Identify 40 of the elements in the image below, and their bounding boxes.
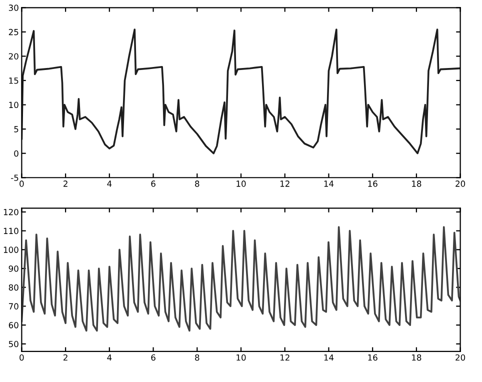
y-tick-label: 50 [8,340,18,348]
y-tick-label: 120 [4,208,18,216]
y-tick-label: 60 [8,322,18,328]
x-tick-label: 2 [64,180,68,187]
y-tick-label: 10 [9,102,18,108]
x-tick-label: 4 [107,354,112,361]
x-tick-label: 6 [151,180,156,187]
line-series [22,28,460,154]
x-tick-label: 0 [20,180,24,187]
y-tick-label: 110 [4,228,18,234]
y-tick-label: 15 [9,78,18,84]
y-tick-label: 30 [8,4,18,11]
y-tick-label: 25 [8,28,18,36]
x-tick-label: 10 [236,354,246,361]
y-tick-label: 5 [14,126,18,132]
x-tick-label: 0 [20,354,24,361]
x-tick-label: 16 [368,180,378,187]
x-tick-label: 16 [368,354,378,361]
x-tick-label: 14 [324,180,334,187]
y-tick-label: 100 [4,246,18,253]
y-tick-label: 90 [8,265,18,272]
x-tick-label: 6 [151,354,156,361]
line-series [22,226,460,332]
y-tick-label: 20 [8,53,18,60]
x-tick-label: 20 [456,180,466,187]
x-tick-label: 12 [280,180,290,187]
x-tick-label: 8 [195,354,200,361]
x-tick-label: 2 [64,354,68,361]
x-tick-label: 10 [236,180,246,187]
x-tick-label: 18 [412,354,422,361]
y-tick-label: 80 [8,284,18,291]
y-tick-label: 70 [8,303,18,310]
x-tick-label: 14 [324,354,334,361]
x-tick-label: 20 [456,354,466,361]
x-tick-label: 4 [107,180,112,187]
x-tick-label: 12 [280,354,290,361]
y-tick-label: -5 [11,174,18,181]
x-tick-label: 8 [195,180,200,187]
x-tick-label: 18 [412,180,422,187]
y-tick-label: 0 [14,150,18,157]
